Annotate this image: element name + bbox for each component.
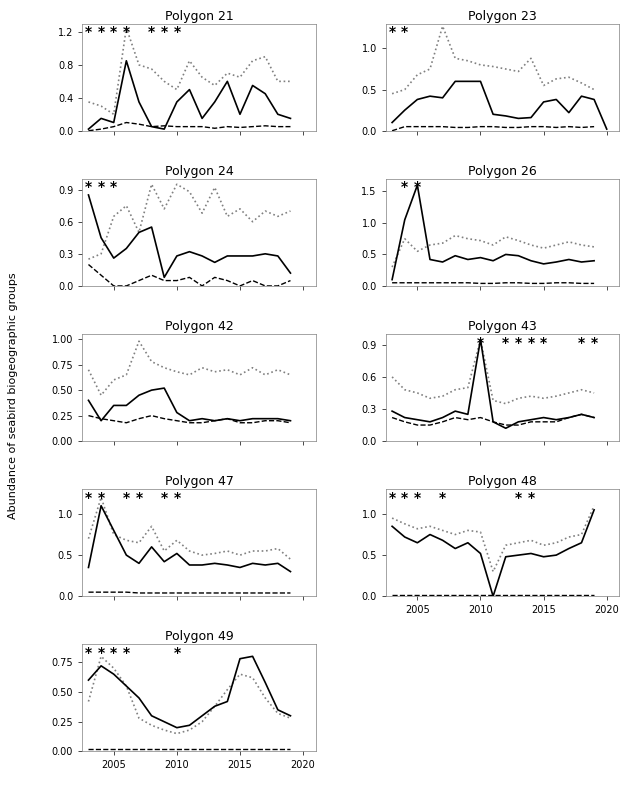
Text: *: * [401, 491, 408, 505]
Text: *: * [173, 491, 180, 505]
Text: *: * [135, 491, 143, 505]
Text: *: * [97, 646, 105, 660]
Text: *: * [85, 25, 92, 40]
Text: *: * [85, 646, 92, 660]
Text: *: * [97, 25, 105, 40]
Text: *: * [123, 646, 130, 660]
Title: Polygon 47: Polygon 47 [164, 475, 233, 488]
Text: *: * [540, 335, 547, 350]
Text: *: * [110, 180, 118, 195]
Text: *: * [97, 491, 105, 505]
Text: *: * [477, 335, 484, 350]
Text: *: * [515, 491, 522, 505]
Title: Polygon 21: Polygon 21 [164, 9, 233, 23]
Text: *: * [123, 491, 130, 505]
Title: Polygon 23: Polygon 23 [468, 9, 537, 23]
Title: Polygon 49: Polygon 49 [164, 630, 233, 643]
Text: *: * [173, 646, 180, 660]
Text: *: * [161, 25, 167, 40]
Title: Polygon 24: Polygon 24 [164, 165, 233, 178]
Text: *: * [148, 25, 155, 40]
Text: *: * [401, 25, 408, 40]
Text: *: * [515, 335, 522, 350]
Text: *: * [110, 25, 118, 40]
Text: *: * [414, 491, 421, 505]
Text: *: * [389, 25, 396, 40]
Title: Polygon 26: Polygon 26 [468, 165, 537, 178]
Text: *: * [439, 491, 446, 505]
Text: *: * [161, 491, 167, 505]
Text: *: * [401, 180, 408, 195]
Title: Polygon 43: Polygon 43 [468, 320, 537, 333]
Text: *: * [85, 491, 92, 505]
Text: *: * [414, 180, 421, 195]
Text: *: * [173, 25, 180, 40]
Text: *: * [123, 25, 130, 40]
Title: Polygon 48: Polygon 48 [468, 475, 537, 488]
Text: *: * [97, 180, 105, 195]
Text: *: * [528, 335, 535, 350]
Title: Polygon 42: Polygon 42 [164, 320, 233, 333]
Text: *: * [110, 646, 118, 660]
Text: *: * [528, 491, 535, 505]
Text: *: * [578, 335, 585, 350]
Text: *: * [590, 335, 598, 350]
Text: *: * [389, 491, 396, 505]
Text: *: * [502, 335, 509, 350]
Text: *: * [85, 180, 92, 195]
Text: Abundance of seabird biogeographic groups: Abundance of seabird biogeographic group… [8, 272, 18, 519]
